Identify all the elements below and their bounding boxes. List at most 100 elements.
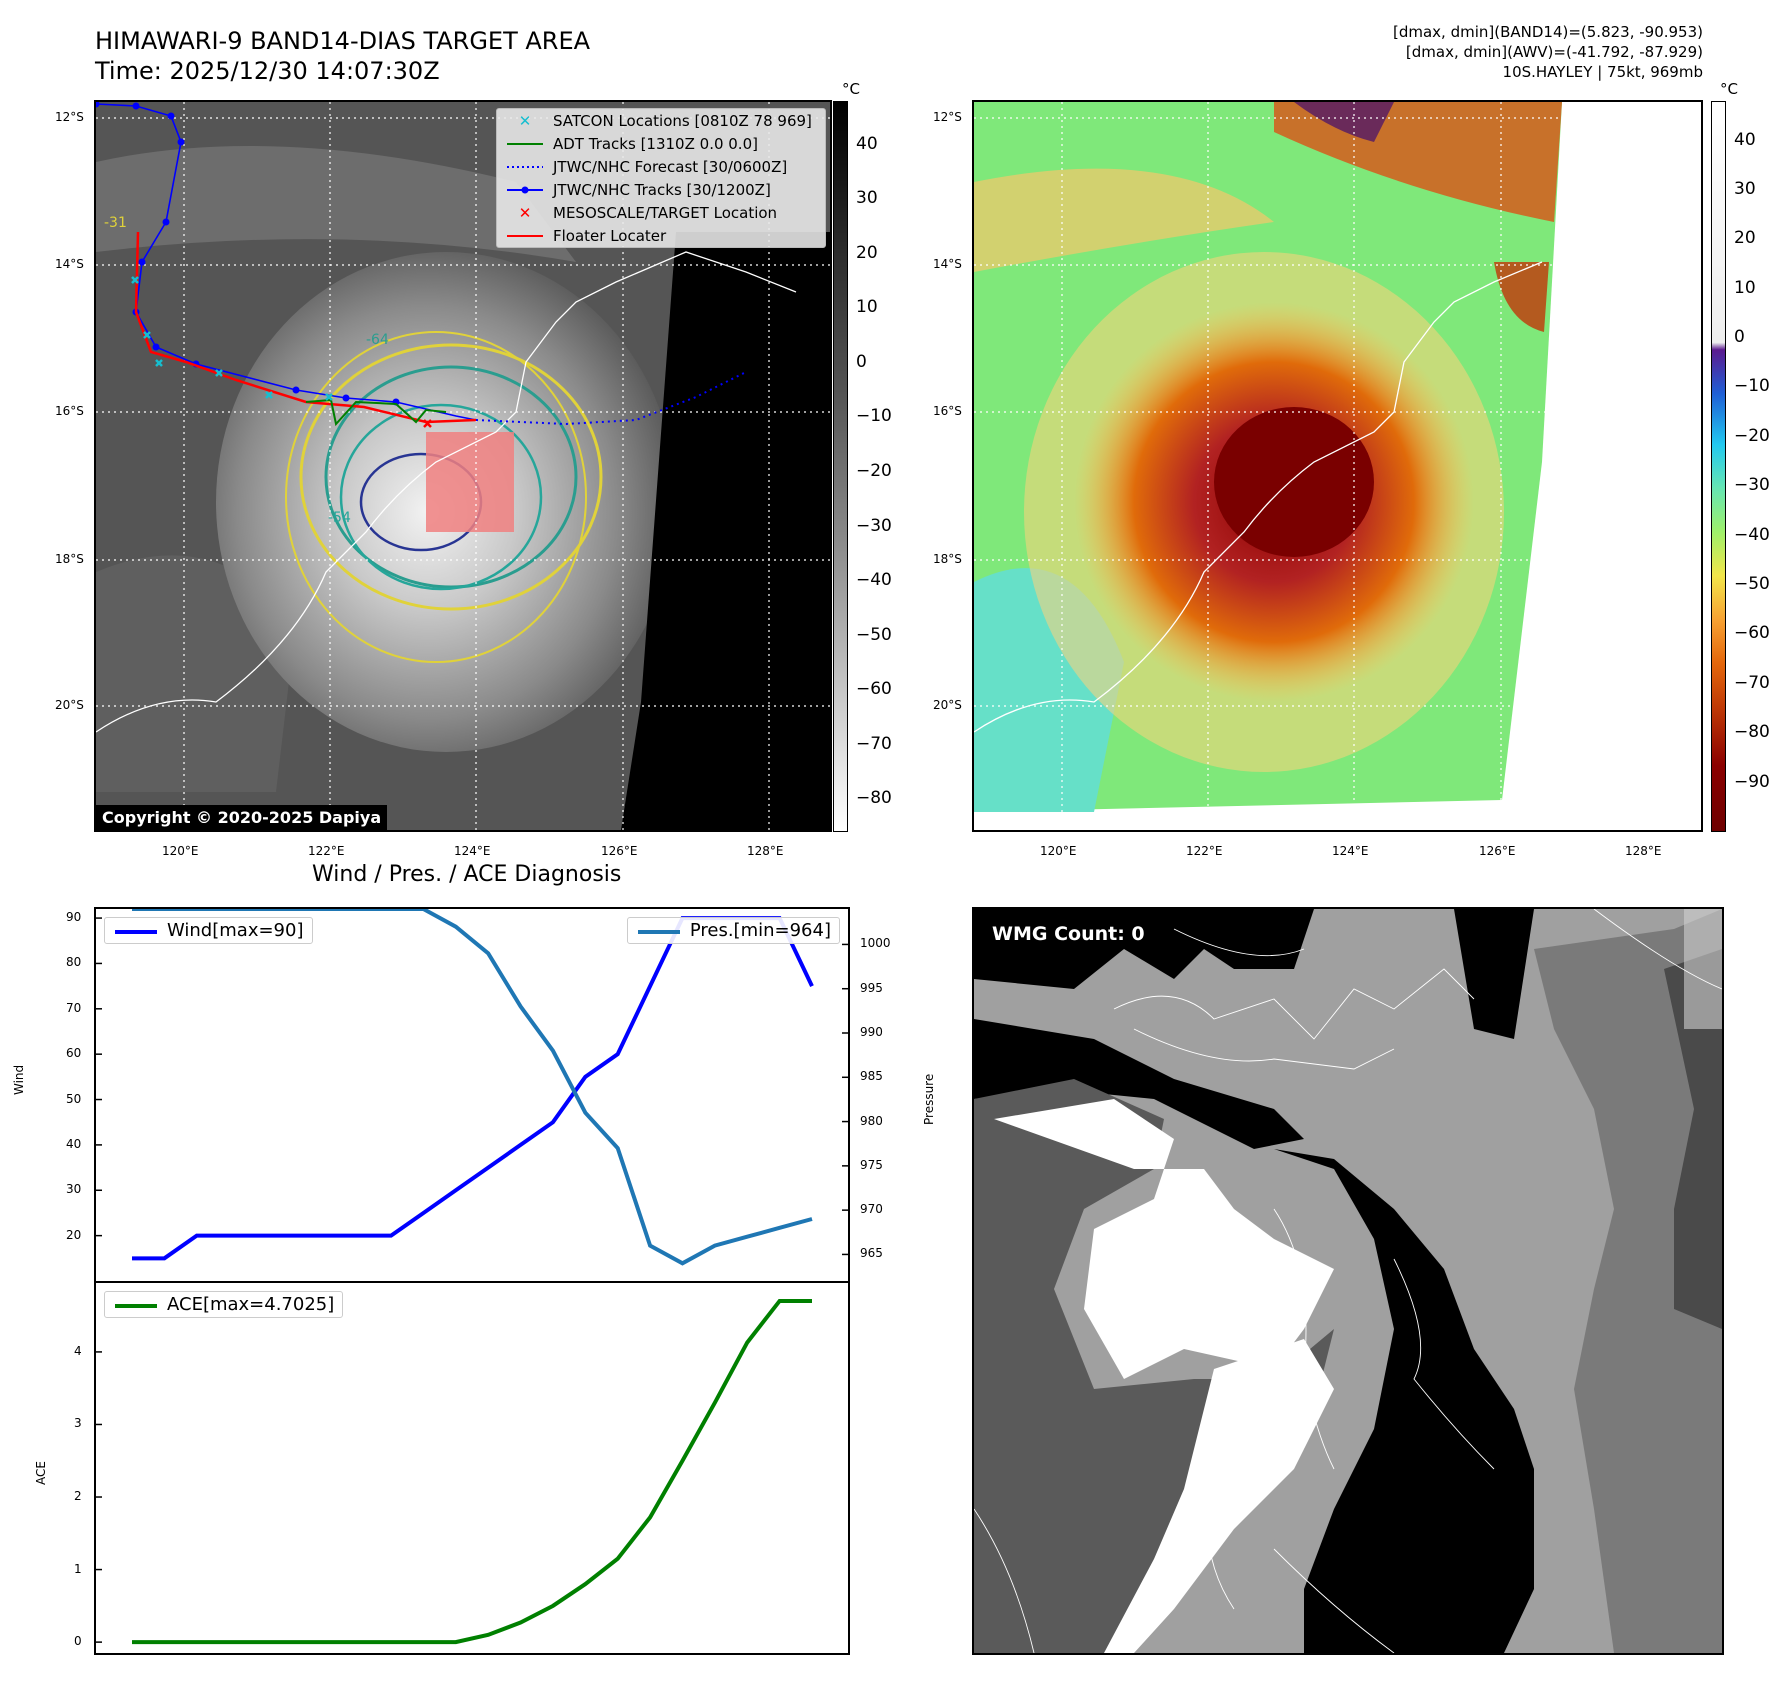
colorbar-tick: −80 (856, 788, 892, 809)
lon-tick: 122°E (308, 844, 345, 858)
colorbar-tick: −70 (856, 733, 892, 754)
colorbar-tick: 20 (1734, 228, 1756, 249)
line-icon (505, 233, 545, 239)
map-title-line2: Time: 2025/12/30 14:07:30Z (95, 57, 440, 85)
colorbar-tick: −70 (1734, 672, 1770, 693)
pressure-tick-label: 990 (860, 1025, 883, 1039)
lat-tick: 14°S (933, 257, 962, 271)
colorbar-tick: −40 (1734, 524, 1770, 545)
pressure-tick-label: 970 (860, 1202, 883, 1217)
wind-tick-label: 50 (66, 1091, 82, 1106)
colorbar-tick: −50 (1734, 574, 1770, 595)
colorbar-unit: °C (842, 80, 860, 98)
colorbar-tick: −80 (1734, 722, 1770, 743)
colorbar-tick: −30 (1734, 475, 1770, 496)
band14-map: -64 -54 -31 ✕ SATCON Locations [0810Z 78 … (94, 100, 832, 832)
line-icon (505, 141, 545, 147)
lat-tick: 16°S (933, 404, 962, 418)
lon-tick: 128°E (1625, 844, 1662, 858)
lon-tick: 120°E (1040, 844, 1077, 858)
contour-label-31: -31 (104, 215, 127, 231)
lat-tick: 12°S (55, 110, 84, 124)
line-icon (636, 920, 682, 941)
colorbar-tick: 10 (1734, 277, 1756, 298)
colorbar-tick: −30 (856, 515, 892, 536)
lon-tick: 128°E (747, 844, 784, 858)
legend-item-mesoscale: ✕ MESOSCALE/TARGET Location (497, 201, 825, 224)
legend-item-floater: Floater Locater (497, 224, 825, 247)
pressure-series-line (132, 909, 813, 1266)
lat-tick: 20°S (933, 698, 962, 712)
pressure-axis-label: Pressure (922, 1073, 936, 1125)
lon-tick: 124°E (1332, 844, 1369, 858)
colorbar-unit: °C (1720, 80, 1738, 98)
colorbar-tick: −40 (856, 570, 892, 591)
line-dot-icon (505, 185, 545, 195)
contour-label-64: -64 (366, 332, 389, 348)
wmg-imagery (974, 909, 1722, 1653)
ace-axis-label: ACE (34, 1461, 48, 1485)
awv-map (972, 100, 1703, 832)
wind-tick-label: 20 (66, 1227, 82, 1242)
legend-item-satcon: ✕ SATCON Locations [0810Z 78 969] (497, 109, 825, 132)
lat-tick: 18°S (933, 552, 962, 566)
awv-colorbar (1711, 101, 1726, 832)
band14-colorbar (833, 101, 848, 832)
stats-line2: [dmax, dmin](AWV)=(-41.792, -87.929) (1405, 43, 1703, 61)
lat-tick: 14°S (55, 257, 84, 271)
ace-tick-label: 1 (74, 1561, 82, 1576)
colorbar-tick: 10 (856, 297, 878, 318)
wind-axis-label: Wind (12, 1064, 26, 1095)
stats-line1: [dmax, dmin](BAND14)=(5.823, -90.953) (1392, 23, 1703, 41)
wind-tick-label: 40 (66, 1136, 82, 1151)
ace-tick-label: 2 (74, 1489, 82, 1504)
pressure-tick-label: 995 (860, 980, 883, 995)
diagnosis-title: Wind / Pres. / ACE Diagnosis (312, 862, 622, 887)
awv-imagery (974, 102, 1701, 830)
colorbar-tick: −20 (856, 460, 892, 481)
wind-pressure-canvas (96, 909, 848, 1266)
colorbar-tick: −20 (1734, 425, 1770, 446)
colorbar-tick: −60 (1734, 623, 1770, 644)
line-icon (113, 1294, 159, 1315)
colorbar-tick: 0 (1734, 327, 1745, 348)
colorbar-tick: 40 (856, 133, 878, 154)
legend-item-forecast: JTWC/NHC Forecast [30/0600Z] (497, 155, 825, 178)
pressure-tick-label: 985 (860, 1069, 883, 1084)
ace-tick-label: 4 (74, 1343, 82, 1358)
lat-tick: 20°S (55, 698, 84, 712)
wmg-count-label: WMG Count: 0 (984, 919, 1153, 949)
pressure-tick-label: 975 (860, 1157, 883, 1172)
lon-tick: 124°E (454, 844, 491, 858)
lon-tick: 126°E (1479, 844, 1516, 858)
wind-tick-label: 80 (66, 955, 82, 970)
lat-tick: 16°S (55, 404, 84, 418)
pressure-tick-label: 980 (860, 1113, 883, 1128)
colorbar-tick: −60 (856, 679, 892, 700)
map-legend: ✕ SATCON Locations [0810Z 78 969] ADT Tra… (496, 108, 826, 248)
pressure-tick-label: 1000 (860, 936, 891, 951)
copyright-label: Copyright © 2020-2025 Dapiya (96, 805, 388, 830)
lat-tick: 12°S (933, 110, 962, 124)
colorbar-tick: 0 (856, 351, 867, 372)
lon-tick: 120°E (162, 844, 199, 858)
ace-plot: ACE[max=4.7025] (94, 1281, 850, 1655)
pressure-tick-label: 965 (860, 1246, 883, 1261)
dotted-line-icon (505, 164, 545, 170)
wind-pressure-plot: Wind[max=90] Pres.[min=964] (94, 907, 850, 1283)
wind-tick-label: 30 (66, 1182, 82, 1197)
wind-tick-label: 70 (66, 1000, 82, 1015)
ace-series-line (132, 1298, 812, 1645)
stats-line3: 10S.HAYLEY | 75kt, 969mb (1502, 63, 1703, 81)
legend-item-adt: ADT Tracks [1310Z 0.0 0.0] (497, 132, 825, 155)
line-icon (113, 920, 159, 941)
ace-tick-label: 3 (74, 1416, 82, 1431)
x-marker-icon: ✕ (518, 111, 532, 130)
pressure-legend: Pres.[min=964] (626, 917, 840, 944)
colorbar-tick: 30 (856, 188, 878, 209)
colorbar-tick: −90 (1734, 771, 1770, 792)
colorbar-tick: −10 (1734, 376, 1770, 397)
colorbar-tick: 30 (1734, 178, 1756, 199)
lat-tick: 18°S (55, 552, 84, 566)
ace-canvas (96, 1298, 812, 1645)
